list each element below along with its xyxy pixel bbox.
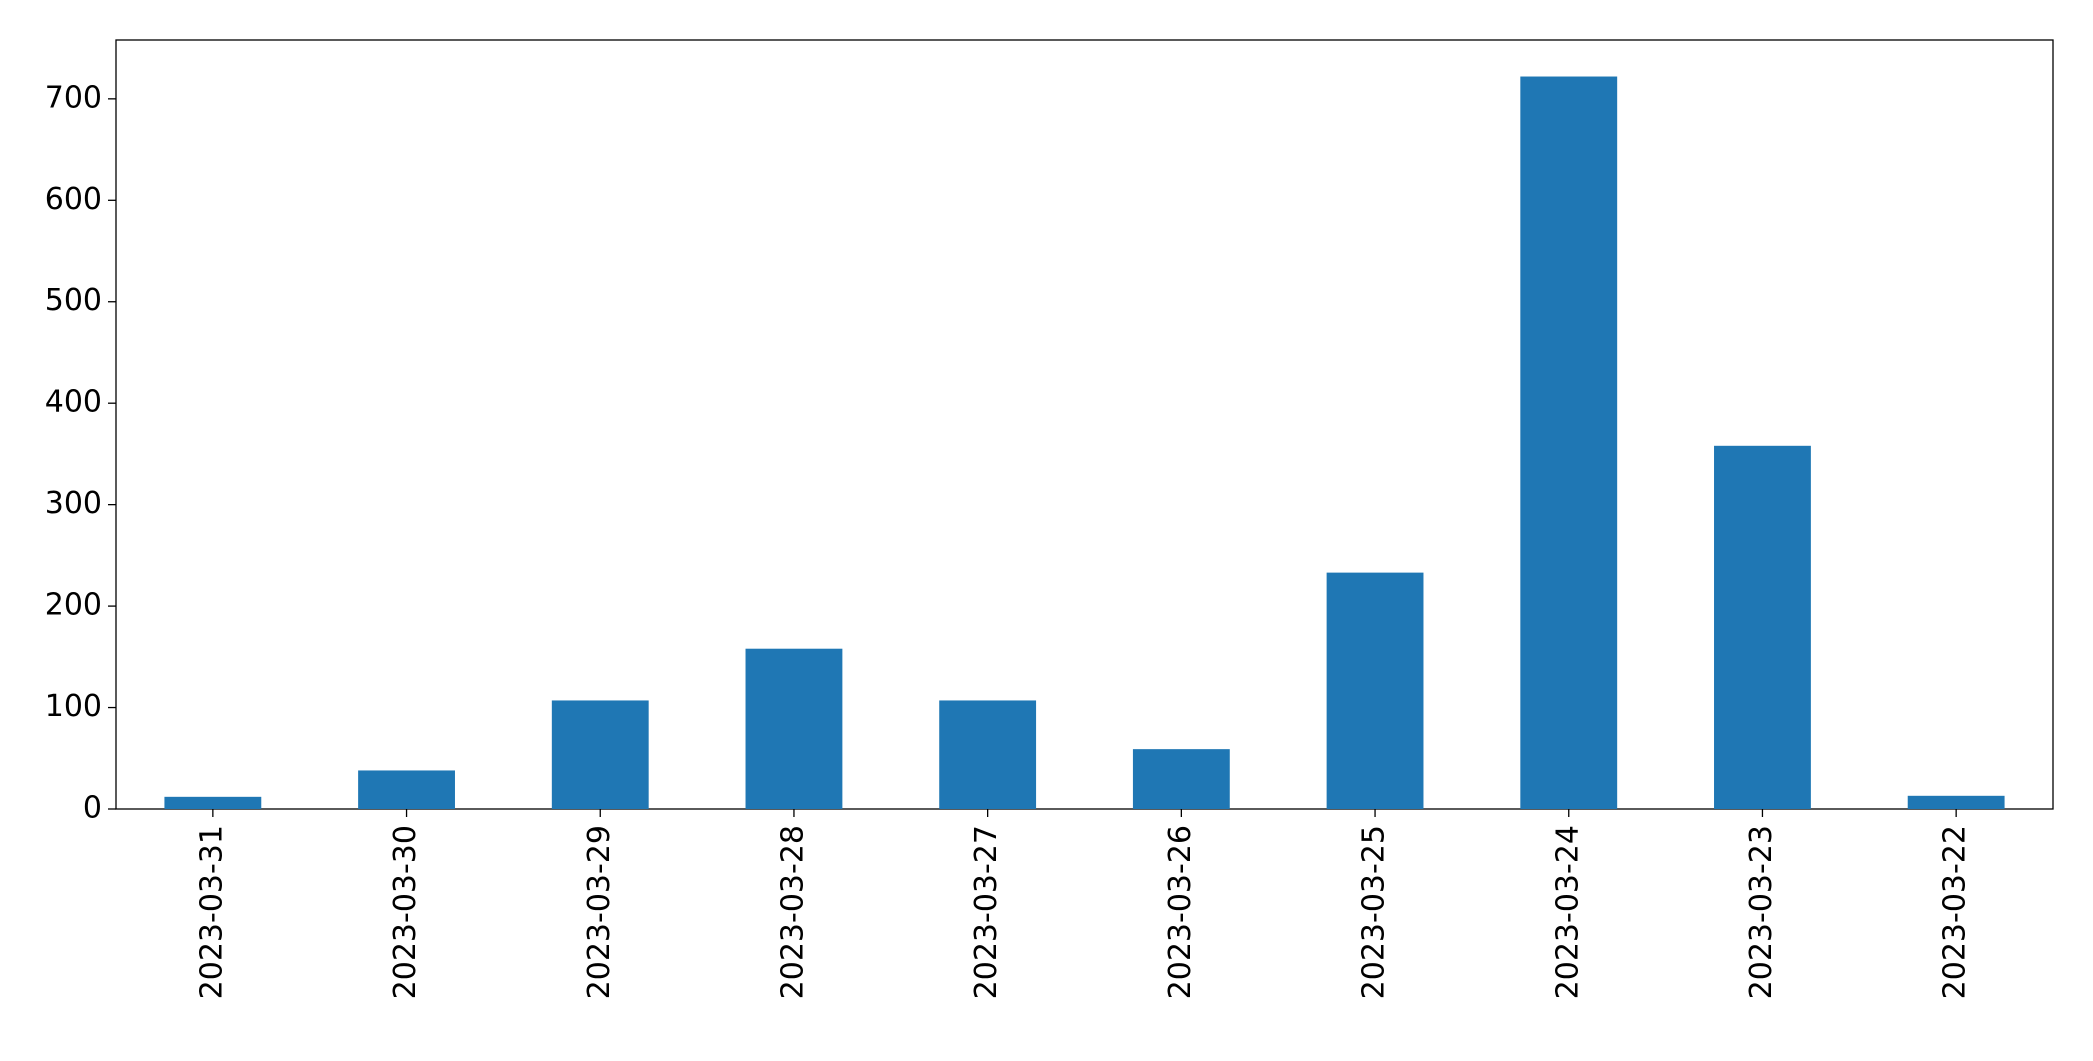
y-tick-label: 0 xyxy=(83,791,102,826)
x-tick-label: 2023-03-30 xyxy=(388,825,423,999)
bar xyxy=(745,648,843,809)
bar xyxy=(1907,795,2005,809)
y-tick-label: 400 xyxy=(45,385,102,420)
y-tick-label: 200 xyxy=(45,588,102,623)
bar xyxy=(939,700,1037,809)
bar xyxy=(1520,76,1618,809)
x-tick-label: 2023-03-27 xyxy=(969,825,1004,999)
x-tick-label: 2023-03-31 xyxy=(194,825,229,999)
bar xyxy=(164,796,262,809)
bar xyxy=(1326,572,1424,809)
x-tick-label: 2023-03-25 xyxy=(1357,825,1392,999)
bar xyxy=(1132,749,1230,809)
x-tick-label: 2023-03-29 xyxy=(582,825,617,999)
y-tick-label: 700 xyxy=(45,80,102,115)
plot-frame xyxy=(115,39,2054,810)
bar xyxy=(551,700,649,809)
y-tick-label: 300 xyxy=(45,486,102,521)
bar xyxy=(358,770,455,809)
x-tick-label: 2023-03-26 xyxy=(1163,825,1198,999)
x-tick-label: 2023-03-23 xyxy=(1744,825,1779,999)
x-tick-label: 2023-03-22 xyxy=(1938,825,1973,999)
y-tick-label: 600 xyxy=(45,182,102,217)
bar xyxy=(1714,445,1811,809)
x-tick-label: 2023-03-24 xyxy=(1550,825,1585,999)
x-tick-label: 2023-03-28 xyxy=(775,825,810,999)
y-tick-label: 500 xyxy=(45,283,102,318)
y-tick-label: 100 xyxy=(45,689,102,724)
